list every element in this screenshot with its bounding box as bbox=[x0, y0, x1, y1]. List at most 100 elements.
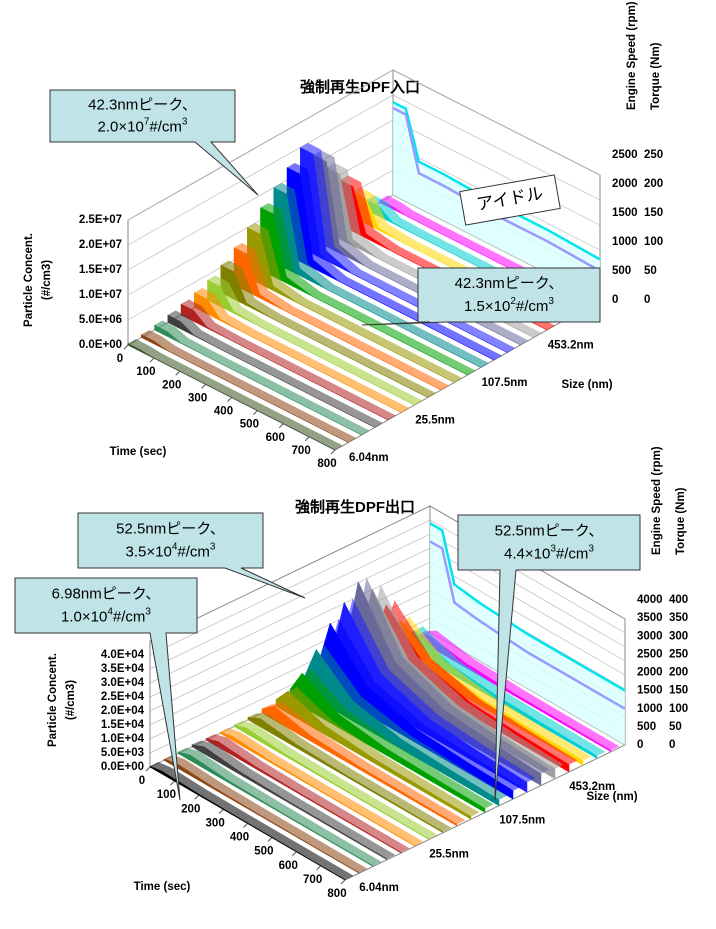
y-tick-label: 1.0E+07 bbox=[79, 289, 122, 301]
x-tick-label: 400 bbox=[214, 406, 233, 418]
y3-tick-label: 100 bbox=[644, 236, 663, 248]
callout-value: 1.0×10 bbox=[61, 609, 107, 626]
x-tick-label: 0 bbox=[139, 775, 145, 787]
x-tick bbox=[268, 838, 272, 842]
y-tick-label: 2.0E+04 bbox=[101, 705, 145, 717]
x-tick bbox=[146, 767, 150, 771]
y-tick-label: 1.5E+04 bbox=[101, 719, 145, 731]
y-tick-label: 0.0E+00 bbox=[101, 761, 144, 773]
callout-value: 2.0×107#/cm3 bbox=[98, 117, 188, 136]
x-tick-label: 200 bbox=[181, 803, 200, 815]
y2-tick-label: 1000 bbox=[612, 236, 638, 248]
callout-unit-exp: 3 bbox=[182, 117, 188, 128]
size-tick-label: 6.04nm bbox=[349, 452, 389, 464]
x-tick bbox=[202, 384, 206, 388]
y2-tick-label: 1000 bbox=[637, 703, 663, 715]
y3-tick-label: 100 bbox=[669, 703, 688, 715]
x-tick-label: 800 bbox=[317, 458, 336, 470]
x-tick-label: 100 bbox=[136, 366, 155, 378]
callout-unit: #/cm bbox=[149, 118, 182, 135]
x-tick bbox=[292, 852, 296, 856]
y-tick-label: 5.0E+03 bbox=[101, 747, 144, 759]
y3-tick-label: 50 bbox=[669, 721, 682, 733]
y2-tick-label: 500 bbox=[612, 265, 631, 277]
x-tick bbox=[150, 358, 154, 362]
x-tick-label: 700 bbox=[292, 445, 311, 457]
y-axis-label: Particle Concent. bbox=[23, 233, 35, 327]
y3-tick-label: 250 bbox=[644, 149, 663, 161]
callout-unit-exp: 3 bbox=[210, 542, 216, 553]
x-tick bbox=[279, 424, 283, 428]
y3-tick-label: 50 bbox=[644, 265, 657, 277]
callout-value: 1.5×102#/cm3 bbox=[464, 296, 554, 315]
y-tick-label: 5.0E+06 bbox=[79, 314, 122, 326]
x-tick bbox=[305, 437, 309, 441]
y3-tick-label: 200 bbox=[644, 178, 663, 190]
size-tick-label: 25.5nm bbox=[429, 848, 469, 860]
y3-tick-label: 250 bbox=[669, 648, 688, 660]
callout-value: 3.5×104#/cm3 bbox=[126, 542, 216, 561]
callout-unit-exp: 3 bbox=[588, 544, 594, 555]
y3-tick-label: 400 bbox=[669, 594, 688, 606]
y-tick-label: 3.5E+04 bbox=[101, 663, 145, 675]
x-tick bbox=[244, 824, 248, 828]
y2-tick-label: 2000 bbox=[612, 178, 638, 190]
size-tick-label: 453.2nm bbox=[548, 339, 594, 351]
callout-unit: #/cm bbox=[113, 609, 146, 626]
chart-title: 強制再生DPF出口 bbox=[295, 498, 415, 516]
y-tick-label: 0.0E+00 bbox=[79, 339, 122, 351]
y3-tick-label: 0 bbox=[644, 294, 650, 306]
x-tick bbox=[219, 809, 223, 813]
y2-tick-label: 2000 bbox=[637, 667, 663, 679]
y-axis-label: Particle Concent. bbox=[47, 653, 59, 747]
x-tick bbox=[253, 411, 257, 415]
y3-tick-label: 150 bbox=[644, 207, 663, 219]
callout-unit: #/cm bbox=[556, 546, 589, 563]
y2-tick-label: 4000 bbox=[637, 594, 663, 606]
z-axis-label: Size (nm) bbox=[561, 379, 612, 391]
callout-value: 1.0×104#/cm3 bbox=[61, 607, 151, 626]
y2-tick-label: 1500 bbox=[637, 685, 663, 697]
y2-tick-label: 3500 bbox=[637, 612, 663, 624]
y-tick-label: 3.0E+04 bbox=[101, 677, 145, 689]
callout-line: 6.98nmピーク、 bbox=[52, 585, 161, 602]
y-axis-label: (#/cm3) bbox=[41, 260, 53, 300]
y2-tick-label: 0 bbox=[612, 294, 618, 306]
y3-axis-label: Torque (Nm) bbox=[675, 487, 687, 555]
x-tick bbox=[317, 866, 321, 870]
y2-tick-label: 0 bbox=[637, 739, 643, 751]
y3-tick-label: 300 bbox=[669, 630, 688, 642]
x-axis-label: Time (sec) bbox=[110, 446, 167, 458]
y2-tick-label: 2500 bbox=[612, 149, 638, 161]
x-tick-label: 700 bbox=[303, 874, 322, 886]
y-tick-label: 2.5E+07 bbox=[79, 214, 122, 226]
y2-axis-label: Engine Speed (rpm) bbox=[626, 1, 638, 110]
y3-tick-label: 0 bbox=[669, 739, 675, 751]
callout-line: 52.5nmピーク、 bbox=[116, 520, 225, 537]
x-tick-label: 0 bbox=[117, 353, 123, 365]
x-tick-label: 200 bbox=[162, 379, 181, 391]
x-tick bbox=[331, 450, 335, 454]
y2-tick-label: 3000 bbox=[637, 630, 663, 642]
y3-axis-label: Torque (Nm) bbox=[650, 42, 662, 110]
callout-value: 4.4×10 bbox=[504, 546, 550, 563]
x-tick bbox=[170, 781, 174, 785]
x-tick bbox=[228, 398, 232, 402]
y-tick-label: 4.0E+04 bbox=[101, 649, 145, 661]
callout-value: 2.0×10 bbox=[98, 118, 144, 135]
size-tick-label: 6.04nm bbox=[359, 882, 399, 894]
callout-unit: #/cm bbox=[177, 544, 210, 561]
callout-line: 52.5nmピーク、 bbox=[495, 522, 604, 539]
y3-tick-label: 150 bbox=[669, 685, 688, 697]
y2-axis-label: Engine Speed (rpm) bbox=[651, 446, 663, 555]
x-tick-label: 600 bbox=[266, 432, 285, 444]
callout-unit-exp: 3 bbox=[145, 607, 151, 618]
x-tick-label: 800 bbox=[327, 888, 346, 900]
chart-title: 強制再生DPF入口 bbox=[300, 78, 420, 96]
y-tick-label: 1.0E+04 bbox=[101, 733, 145, 745]
x-tick-label: 100 bbox=[157, 789, 176, 801]
x-tick bbox=[195, 795, 199, 799]
callout-unit-exp: 3 bbox=[548, 296, 554, 307]
x-tick bbox=[341, 880, 345, 884]
x-tick-label: 300 bbox=[206, 817, 225, 829]
